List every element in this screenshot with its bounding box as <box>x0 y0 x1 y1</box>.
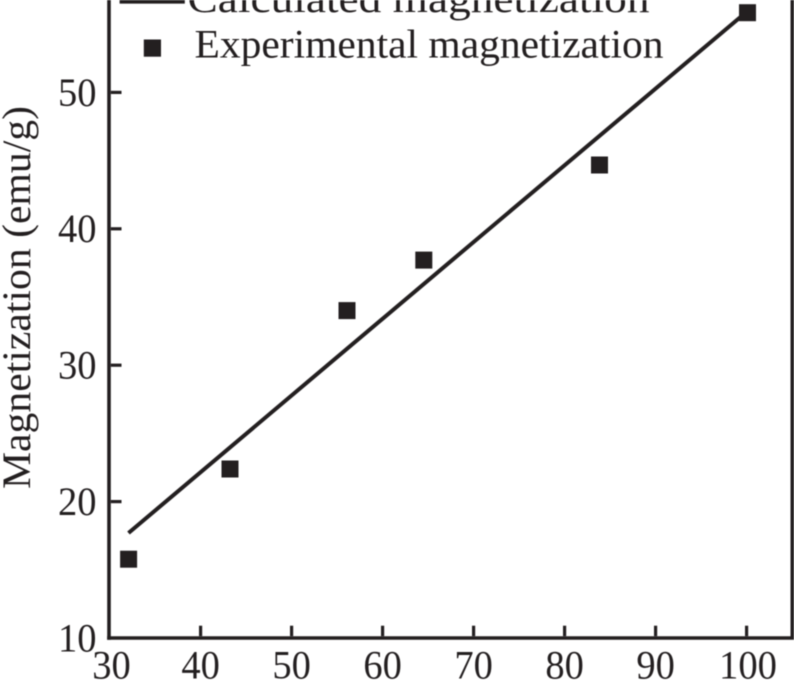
svg-text:50: 50 <box>58 70 97 115</box>
svg-text:30: 30 <box>58 343 97 388</box>
svg-text:100: 100 <box>719 643 777 684</box>
svg-text:10: 10 <box>58 615 97 660</box>
svg-text:40: 40 <box>58 206 97 251</box>
svg-text:80: 80 <box>545 643 584 684</box>
svg-text:Calculated magnetization: Calculated magnetization <box>188 0 650 21</box>
svg-text:90: 90 <box>636 643 675 684</box>
svg-text:40: 40 <box>181 643 220 684</box>
svg-text:70: 70 <box>454 643 493 684</box>
svg-text:Experimental magnetization: Experimental magnetization <box>195 22 664 67</box>
svg-text:60: 60 <box>363 643 402 684</box>
svg-text:Magnetization (emu/g): Magnetization (emu/g) <box>0 106 39 489</box>
svg-text:50: 50 <box>272 643 311 684</box>
svg-text:20: 20 <box>58 479 97 524</box>
svg-text:30: 30 <box>92 643 131 684</box>
